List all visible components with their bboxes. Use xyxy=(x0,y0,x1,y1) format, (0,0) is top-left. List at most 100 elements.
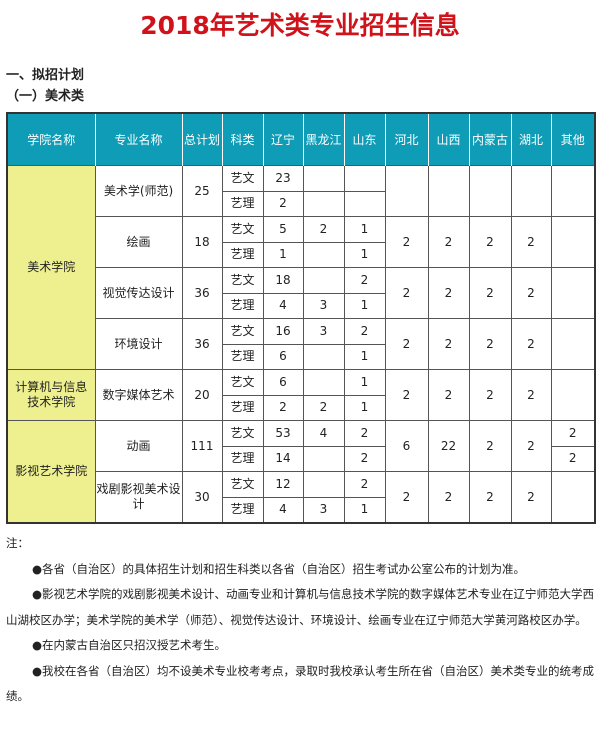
shanxi-cell: 2 xyxy=(427,318,470,370)
hubei-cell: 2 xyxy=(510,267,552,319)
liaoning-cell: 6 xyxy=(262,343,304,370)
heilongjiang-cell: 2 xyxy=(302,216,345,243)
table-row: 戏剧影视美术设计 30 艺文 12 2 2 2 2 2 xyxy=(7,471,596,524)
neimenggu-cell: 2 xyxy=(468,267,512,319)
major-name-cell: 环境设计 xyxy=(94,318,183,370)
shanxi-cell: 2 xyxy=(427,267,470,319)
table-header-row: 学院名称 专业名称 总计划 科类 辽宁 黑龙江 山东 河北 山西 内蒙古 湖北 其他 xyxy=(6,113,596,166)
major-name-cell: 数字媒体艺术 xyxy=(94,369,183,421)
liaoning-cell: 18 xyxy=(262,267,304,294)
other-cell xyxy=(550,267,596,319)
shandong-cell: 1 xyxy=(343,292,386,319)
section-heading: 一、拟招计划 xyxy=(6,68,85,83)
category-cell: 艺理 xyxy=(221,241,264,268)
heilongjiang-cell: 3 xyxy=(302,496,345,524)
heilongjiang-cell xyxy=(302,369,345,396)
column-header: 辽宁 xyxy=(262,113,304,166)
column-header: 湖北 xyxy=(510,113,552,166)
neimenggu-cell: 2 xyxy=(468,369,512,421)
shanxi-cell: 22 xyxy=(427,420,470,472)
total-plan-cell: 20 xyxy=(181,369,223,421)
hebei-cell: 2 xyxy=(384,369,429,421)
college-name-cell: 计算机与信息技术学院 xyxy=(6,369,96,421)
hubei-cell: 2 xyxy=(510,471,552,524)
hubei-cell: 2 xyxy=(510,369,552,421)
hebei-cell xyxy=(384,165,429,217)
shanxi-cell xyxy=(427,165,470,217)
column-header: 山西 xyxy=(427,113,470,166)
table-row: 艺理 2 xyxy=(7,190,595,217)
hebei-cell: 2 xyxy=(384,267,429,319)
major-name-cell: 美术学(师范) xyxy=(94,165,183,217)
column-header: 其他 xyxy=(550,113,596,166)
notes: 注： ●各省（自治区）的具体招生计划和招生科类以各省（自治区）招生考试办公室公布… xyxy=(6,531,596,710)
other-cell xyxy=(550,318,596,370)
table-row: 环境设计 36 艺文 16 3 2 2 2 2 2 xyxy=(7,318,596,370)
category-cell: 艺文 xyxy=(221,369,264,396)
shanxi-cell: 2 xyxy=(427,216,470,268)
other-cell xyxy=(550,471,596,524)
major-name-cell: 视觉传达设计 xyxy=(94,267,183,319)
category-cell: 艺理 xyxy=(221,343,264,370)
table-row: 艺理 14 2 2 xyxy=(7,445,596,472)
column-header: 内蒙古 xyxy=(468,113,512,166)
liaoning-cell: 4 xyxy=(262,292,304,319)
shandong-cell xyxy=(343,190,386,217)
table-row: 视觉传达设计 36 艺文 18 2 2 2 2 2 xyxy=(7,267,596,319)
major-name-cell: 绘画 xyxy=(94,216,183,268)
other-cell: 2 xyxy=(550,445,596,472)
neimenggu-cell: 2 xyxy=(468,318,512,370)
liaoning-cell: 5 xyxy=(262,216,304,243)
shandong-cell: 2 xyxy=(343,471,386,498)
shandong-cell: 1 xyxy=(343,343,386,370)
note-item: ●在内蒙古自治区只招汉授艺术考生。 xyxy=(32,638,227,652)
shandong-cell: 1 xyxy=(343,216,386,243)
heilongjiang-cell xyxy=(302,471,345,498)
liaoning-cell: 6 xyxy=(262,369,304,396)
note-item: ●影视艺术学院的戏剧影视美术设计、动画专业和计算机与信息技术学院的数字媒体艺术专… xyxy=(6,587,595,627)
liaoning-cell: 16 xyxy=(262,318,304,345)
total-plan-cell: 111 xyxy=(181,420,223,472)
enrollment-plan-table: 学院名称 专业名称 总计划 科类 辽宁 黑龙江 山东 河北 山西 内蒙古 湖北 其他 美术学院 美术学(… xyxy=(6,112,596,524)
heilongjiang-cell xyxy=(302,445,345,472)
category-cell: 艺理 xyxy=(221,190,264,217)
shanxi-cell: 2 xyxy=(427,369,470,421)
column-header: 学院名称 xyxy=(6,113,96,166)
neimenggu-cell xyxy=(468,165,512,217)
liaoning-cell: 2 xyxy=(262,394,304,421)
shandong-cell: 1 xyxy=(343,496,386,524)
other-cell xyxy=(550,165,596,217)
liaoning-cell: 4 xyxy=(262,496,304,524)
column-header: 黑龙江 xyxy=(302,113,345,166)
table-row: 艺理 1 1 xyxy=(7,241,595,268)
table-row: 绘画 18 艺文 5 2 1 2 2 2 2 xyxy=(7,216,596,268)
total-plan-cell: 30 xyxy=(181,471,223,524)
category-cell: 艺文 xyxy=(221,267,264,294)
category-cell: 艺文 xyxy=(221,165,264,192)
table-row: 艺理 6 1 xyxy=(7,343,595,370)
shandong-cell: 1 xyxy=(343,369,386,396)
hubei-cell: 2 xyxy=(510,216,552,268)
hebei-cell: 2 xyxy=(384,216,429,268)
total-plan-cell: 18 xyxy=(181,216,223,268)
category-cell: 艺文 xyxy=(221,420,264,447)
neimenggu-cell: 2 xyxy=(468,216,512,268)
shandong-cell: 1 xyxy=(343,394,386,421)
heilongjiang-cell: 2 xyxy=(302,394,345,421)
liaoning-cell: 14 xyxy=(262,445,304,472)
total-plan-cell: 36 xyxy=(181,267,223,319)
major-name-cell: 动画 xyxy=(94,420,183,472)
heilongjiang-cell xyxy=(302,343,345,370)
total-plan-cell: 25 xyxy=(181,165,223,217)
shandong-cell: 2 xyxy=(343,318,386,345)
other-cell: 2 xyxy=(550,420,596,447)
heilongjiang-cell xyxy=(302,267,345,294)
category-cell: 艺文 xyxy=(221,318,264,345)
column-header: 专业名称 xyxy=(94,113,183,166)
hubei-cell: 2 xyxy=(510,318,552,370)
category-cell: 艺理 xyxy=(221,394,264,421)
total-plan-cell: 36 xyxy=(181,318,223,370)
shandong-cell: 2 xyxy=(343,267,386,294)
shandong-cell: 2 xyxy=(343,445,386,472)
category-cell: 艺文 xyxy=(221,216,264,243)
